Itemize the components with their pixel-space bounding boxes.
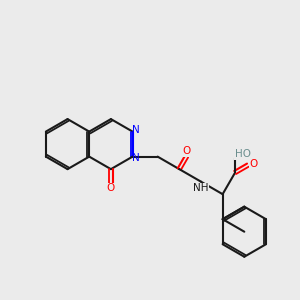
Text: N: N <box>132 125 140 135</box>
Text: O: O <box>107 183 115 193</box>
Text: N: N <box>132 153 140 163</box>
Text: HO: HO <box>235 149 250 159</box>
Text: O: O <box>249 159 257 169</box>
Text: O: O <box>182 146 191 156</box>
Text: NH: NH <box>193 183 208 193</box>
